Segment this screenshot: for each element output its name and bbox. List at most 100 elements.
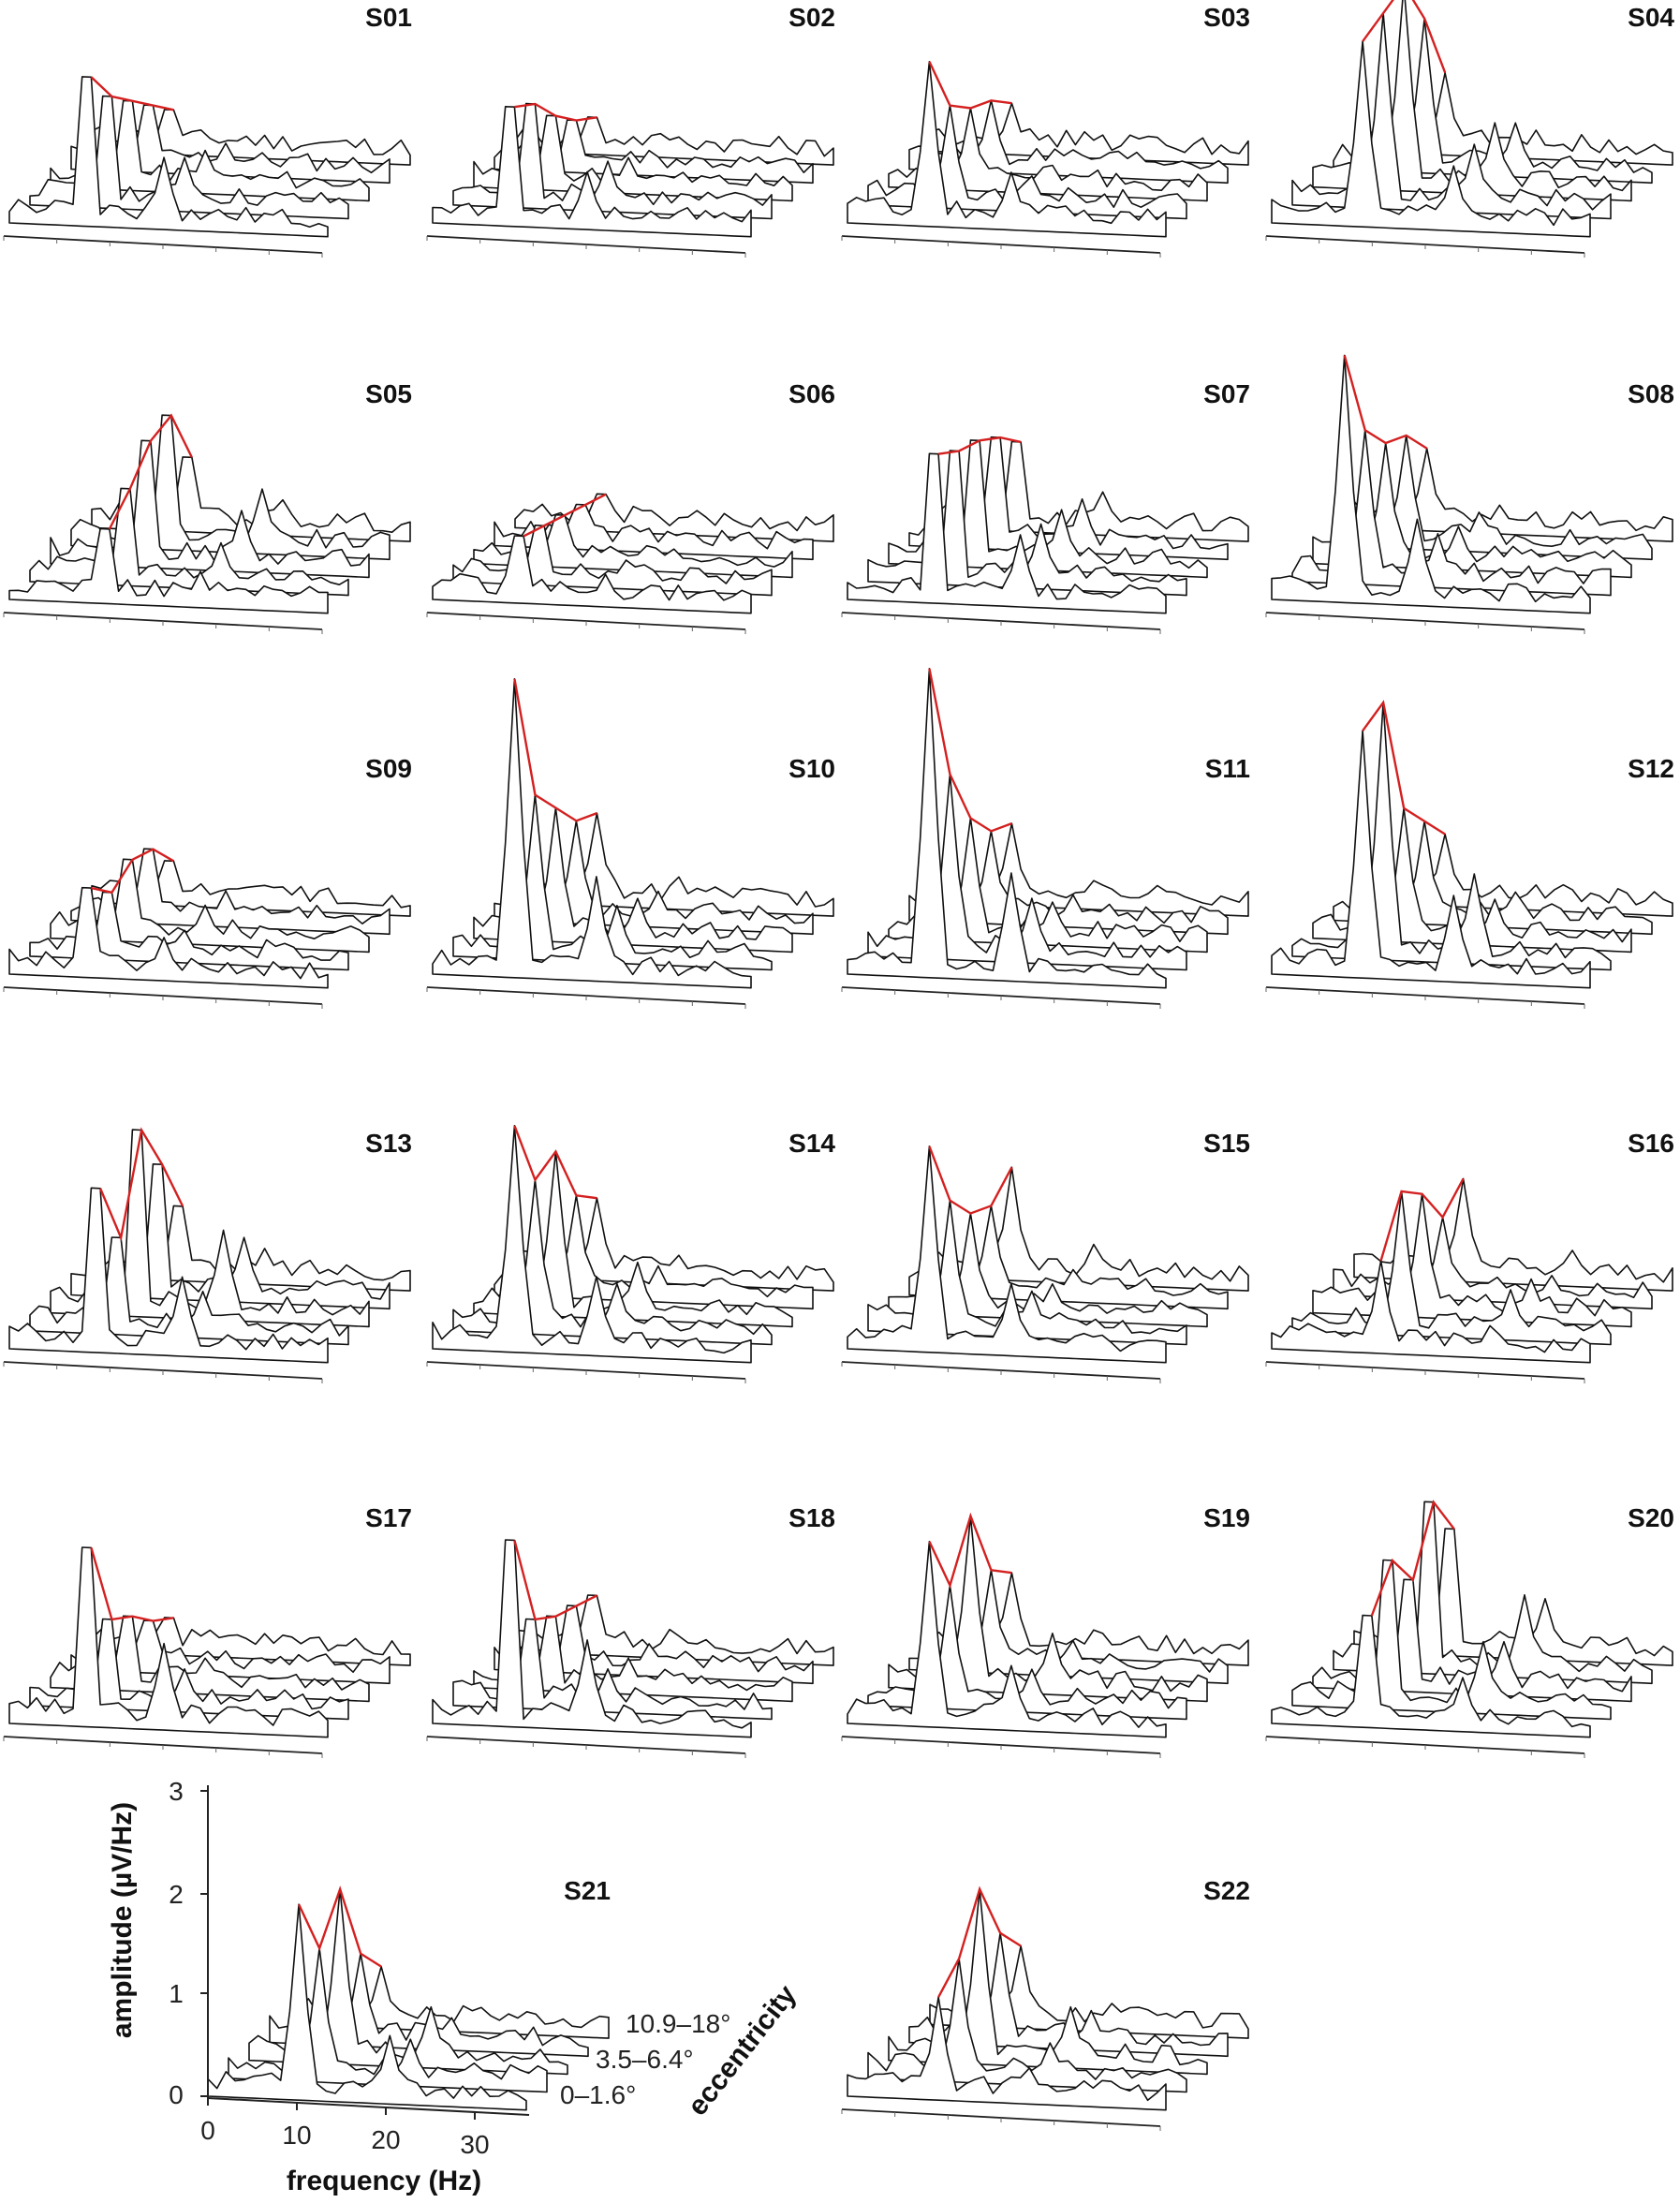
panel-s09: S09 — [3, 754, 412, 1009]
spectrum-row-0 — [432, 678, 752, 989]
peak-trace — [90, 1547, 174, 1622]
spectrum-row-1 — [1291, 429, 1612, 597]
spectrum-row-0 — [847, 452, 1167, 614]
ecc-tick-label-2: 10.9–18° — [626, 2009, 730, 2038]
peak-trace — [513, 678, 597, 822]
panel-title-s03: S03 — [1203, 3, 1250, 32]
peak-trace — [523, 493, 607, 538]
peak-trace — [1362, 700, 1446, 835]
peak-trace — [514, 102, 597, 122]
x-axis-title: frequency (Hz) — [287, 2166, 481, 2196]
panel-s04: S04 — [1265, 0, 1674, 258]
panel-title-s06: S06 — [788, 379, 835, 408]
panel-s17: S17 — [3, 1503, 412, 1758]
panel-title-s17: S17 — [365, 1503, 412, 1532]
spectrum-row-0 — [847, 61, 1167, 238]
z-tick-label-1: 1 — [169, 1979, 184, 2008]
spectrum-row-0 — [432, 106, 752, 238]
spectrum-row-4 — [514, 1594, 834, 1666]
panels-layer: S01 S02 S03 S04 S05 S06 S07 S08 S09 S10 S11 S12 S13 S… — [3, 0, 1674, 2131]
panel-title-s04: S04 — [1628, 3, 1674, 32]
spectrum-row-1 — [29, 891, 349, 971]
panel-title-s14: S14 — [788, 1129, 835, 1158]
panel-s20: S20 — [1265, 1500, 1674, 1758]
peak-trace — [928, 1146, 1013, 1215]
peak-trace — [513, 1125, 597, 1200]
spectrum-row-0 — [432, 1539, 752, 1738]
panel-s10: S10 — [426, 678, 835, 1009]
ecc-tick-label-1: 3.5–6.4° — [596, 2045, 694, 2074]
panel-s08: S08 — [1265, 354, 1674, 634]
spectrum-row-3 — [70, 848, 391, 936]
peak-trace — [99, 1127, 184, 1242]
panel-title-s09: S09 — [365, 754, 412, 783]
panel-s19: S19 — [841, 1503, 1250, 1758]
panel-title-s13: S13 — [365, 1129, 412, 1158]
peak-trace — [1343, 355, 1428, 450]
peak-trace — [928, 1512, 1012, 1589]
spectrum-row-0 — [8, 1187, 329, 1364]
spectrum-row-0 — [8, 76, 329, 238]
peak-trace — [928, 61, 1012, 110]
spectrum-row-2 — [888, 817, 1208, 954]
panel-s22: S22 — [841, 1876, 1250, 2131]
peak-trace — [298, 1885, 382, 1968]
spectrum-row-4 — [514, 1197, 834, 1292]
panel-s16: S16 — [1265, 1129, 1674, 1383]
reference-axes: 3 2 1 0 amplitude (µV/Hz) 0 10 20 30 fre… — [107, 1777, 803, 2196]
peak-trace — [937, 436, 1022, 455]
spectrum-row-1 — [29, 1618, 349, 1721]
panel-title-s22: S22 — [1203, 1876, 1250, 1905]
spectrum-row-2 — [888, 1212, 1208, 1328]
panel-title-s11: S11 — [1205, 754, 1250, 783]
z-axis-title: amplitude (µV/Hz) — [107, 1802, 138, 2038]
panel-title-s08: S08 — [1628, 379, 1674, 408]
panel-title-s15: S15 — [1203, 1129, 1250, 1158]
spectrum-row-4 — [929, 1166, 1249, 1292]
x-tick-label-10: 10 — [282, 2121, 311, 2150]
panel-title-s10: S10 — [788, 754, 835, 783]
spectrum-row-0 — [8, 886, 329, 989]
spectrum-row-2 — [473, 513, 793, 579]
panel-s06: S06 — [426, 379, 835, 634]
panel-s07: S07 — [841, 379, 1250, 634]
spectrum-row-1 — [867, 1584, 1187, 1721]
spectrum-row-1 — [867, 104, 1187, 220]
x-tick-label-20: 20 — [371, 2125, 400, 2154]
panel-title-s18: S18 — [788, 1503, 835, 1532]
peak-trace — [108, 413, 193, 530]
spectrum-row-2 — [50, 99, 370, 202]
panel-title-s01: S01 — [365, 3, 412, 32]
spectrum-row-0 — [8, 1546, 329, 1738]
panel-s02: S02 — [426, 3, 835, 258]
peak-trace — [90, 76, 174, 111]
panel-title-s16: S16 — [1628, 1129, 1674, 1158]
spectrum-row-1 — [452, 1178, 773, 1346]
panel-s03: S03 — [841, 3, 1250, 258]
panel-title-s12: S12 — [1628, 754, 1674, 783]
ecc-tick-label-0: 0–1.6° — [560, 2080, 636, 2109]
peak-trace — [91, 848, 175, 895]
panel-s14: S14 — [426, 1125, 835, 1383]
spectrum-row-2 — [50, 1129, 370, 1328]
spectrum-row-1 — [29, 1236, 349, 1346]
spectrum-row-1 — [29, 95, 349, 220]
spectrum-row-0 — [847, 1146, 1167, 1364]
spectrum-row-0 — [207, 1903, 527, 2111]
peak-trace — [937, 1885, 1022, 1998]
eccentricity-axis-title: eccentricity — [682, 1979, 803, 2122]
spectrum-row-4 — [91, 1205, 411, 1292]
peak-trace — [1379, 1177, 1465, 1262]
panel-s18: S18 — [426, 1503, 835, 1758]
panel-s15: S15 — [841, 1129, 1250, 1383]
spectrum-row-0 — [847, 1541, 1167, 1738]
panel-s01: S01 — [3, 3, 412, 258]
panel-title-s20: S20 — [1628, 1503, 1674, 1532]
spectrum-row-4 — [514, 116, 834, 166]
panel-s11: S11 — [841, 668, 1250, 1009]
panel-s12: S12 — [1265, 700, 1674, 1009]
panel-title-s19: S19 — [1203, 1503, 1250, 1532]
panel-title-s05: S05 — [365, 379, 412, 408]
spectrum-row-0 — [847, 1996, 1167, 2111]
